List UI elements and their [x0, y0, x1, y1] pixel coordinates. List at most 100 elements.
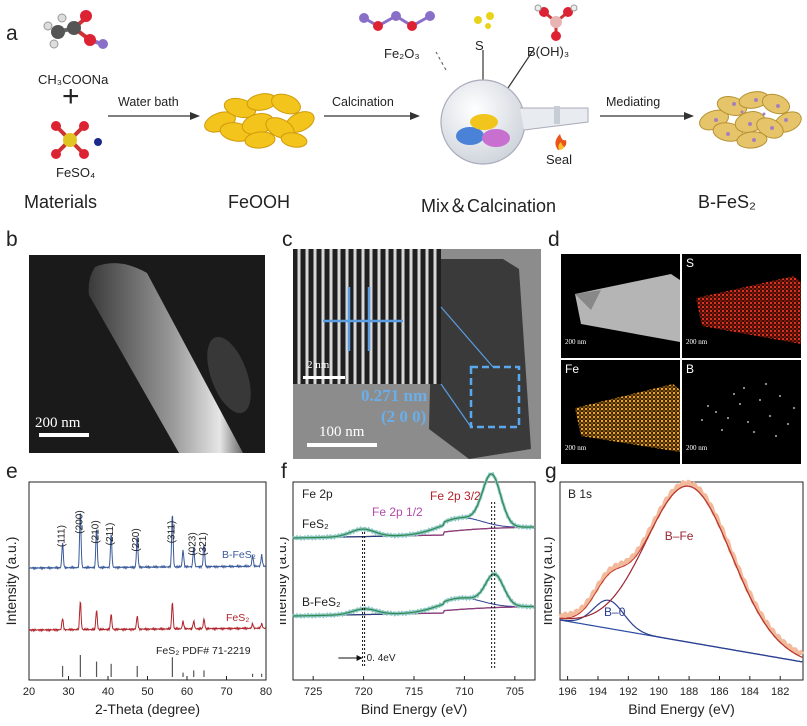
scale-label: 200 nm: [565, 338, 587, 346]
inset-scale-label: 2 nm: [307, 359, 330, 371]
arrow-water-bath-icon: [108, 112, 200, 120]
x-tick-label: 705: [506, 686, 524, 698]
shift-arrow-head: [356, 655, 363, 661]
sealed-ampoule-icon: [435, 50, 589, 165]
arrow-mediating-icon: [600, 112, 694, 120]
peak-annotation: (220): [131, 528, 142, 551]
y-axis-label: Intensity (a.u.): [280, 537, 289, 626]
scale-label: 200 nm: [686, 444, 708, 452]
mediating-label: Mediating: [606, 95, 661, 109]
raw-data-line: [558, 479, 805, 657]
legend-label: B-FeS₂: [222, 549, 256, 561]
element-label: Fe: [565, 362, 580, 376]
eds-map-fe: Fe 200 nm: [561, 360, 680, 464]
x-tick-label: 50: [141, 686, 153, 698]
spectrum-title: B 1s: [568, 487, 592, 501]
fe2o3-label: Fe₂O₃: [384, 46, 420, 61]
x-tick-label: 720: [354, 686, 372, 698]
legend-label: FeS₂: [226, 612, 249, 624]
x-tick-label: 30: [62, 686, 74, 698]
peak-annotation: (111): [57, 525, 68, 547]
sulfur-label: S: [475, 38, 484, 53]
eds-maps: 200 nm S 200 nm Fe 200 nm B 200 nm: [561, 254, 801, 464]
d-spacing-label: 0.271 nm: [361, 386, 428, 405]
tem-image-panel: 2 nm 0.271 nm (2 0 0) 100 nm: [293, 249, 541, 459]
fit-line: [560, 485, 803, 658]
x-tick-label: 192: [619, 686, 637, 698]
ferrous-sulfate-molecule-icon: [51, 121, 102, 159]
feooh-flakes-icon: [204, 93, 315, 149]
scale-label: 200 nm: [565, 444, 587, 452]
series-label: B-FeS₂: [302, 595, 341, 609]
peak-annotation: (023): [188, 532, 199, 555]
x-axis-label: Bind Energy (eV): [361, 701, 468, 717]
component-line: [559, 599, 803, 663]
component-label: B–0: [604, 605, 626, 619]
x-tick-label: 710: [455, 686, 473, 698]
x-tick-label: 725: [304, 686, 322, 698]
scale-label: 200 nm: [686, 338, 708, 346]
xps-fe2p-chart: 725 720 715 710 705 Bind Energy (eV) Intensity…: [280, 471, 536, 717]
lattice-plane-label: (2 0 0): [381, 407, 427, 426]
xrd-chart: 20 30 40 50 60 70 80 2-Theta (degree) Intensity …: [3, 481, 272, 717]
panel-label-f: f: [281, 460, 287, 483]
series-line: [28, 513, 266, 571]
lattice-fringes: [297, 249, 437, 384]
component-line: [559, 485, 803, 658]
water-bath-label: Water bath: [118, 95, 179, 109]
seal-label: Seal: [546, 152, 573, 167]
element-label: B: [686, 362, 695, 376]
series-label: FeS₂: [302, 517, 329, 531]
y-axis-label: Intensity (a.u.): [544, 537, 555, 626]
peak-annotation: (311): [166, 521, 177, 544]
x-tick-label: 184: [741, 686, 759, 698]
sulfur-icon: [474, 12, 494, 29]
xps-b1s-chart: 196 194 192 190 188 186 184 182 Bind Energy (eV)…: [544, 479, 805, 717]
plot-frame: [559, 481, 804, 681]
panel-label-g: g: [545, 460, 557, 483]
fit-line: [293, 473, 534, 539]
x-tick-label: 20: [23, 686, 35, 698]
shift-label: 0. 4eV: [367, 653, 396, 664]
acetate-molecule-icon: [43, 10, 108, 49]
x-tick-label: 196: [558, 686, 576, 698]
calcination-label: Calcination: [332, 95, 394, 109]
x-tick-label: 40: [102, 686, 114, 698]
peak-annotation: (200): [74, 510, 85, 533]
peak-annotation: (321): [198, 532, 209, 555]
y-axis-label: Intensity (a.u.): [3, 537, 19, 626]
eds-map-s: S 200 nm: [682, 254, 801, 358]
arrow-calcination-icon: [324, 112, 420, 120]
tem-image: [293, 249, 541, 459]
x-tick-label: 60: [181, 686, 193, 698]
x-tick-label: 190: [650, 686, 668, 698]
peak-label: Fe 2p 1/2: [372, 505, 423, 519]
b-fes2-label: B-FeS₂: [698, 192, 756, 212]
panel-label-b: b: [6, 228, 18, 251]
x-tick-label: 188: [680, 686, 698, 698]
spectrum-title: Fe 2p: [302, 487, 333, 501]
scale-label: 200 nm: [35, 415, 81, 431]
x-tick-label: 182: [771, 686, 789, 698]
peak-annotation: (211): [105, 523, 116, 546]
element-label: S: [686, 256, 695, 270]
reference-label: FeS₂ PDF# 71-2219: [156, 645, 251, 657]
x-tick-label: 186: [710, 686, 728, 698]
fit-line: [293, 573, 534, 617]
boric-acid-label: B(OH)₃: [527, 44, 570, 59]
x-tick-label: 715: [405, 686, 423, 698]
panel-label-c: c: [282, 228, 293, 251]
peak-label: Fe 2p 3/2: [430, 489, 481, 503]
fe2o3-molecule-icon: [359, 11, 435, 31]
x-tick-label: 70: [220, 686, 232, 698]
nanorod-sem-image: [29, 255, 265, 453]
eds-map-b: B 200 nm: [682, 360, 801, 464]
x-axis-label: 2-Theta (degree): [95, 701, 200, 717]
x-tick-label: 194: [589, 686, 607, 698]
panel-label-a: a: [6, 22, 18, 45]
x-tick-label: 80: [260, 686, 272, 698]
panel-label-d: d: [548, 228, 560, 251]
scale-label: 100 nm: [319, 424, 365, 440]
mix-calcination-label: Mix＆Calcination: [421, 196, 557, 216]
sem-image-panel: 200 nm: [29, 255, 265, 453]
